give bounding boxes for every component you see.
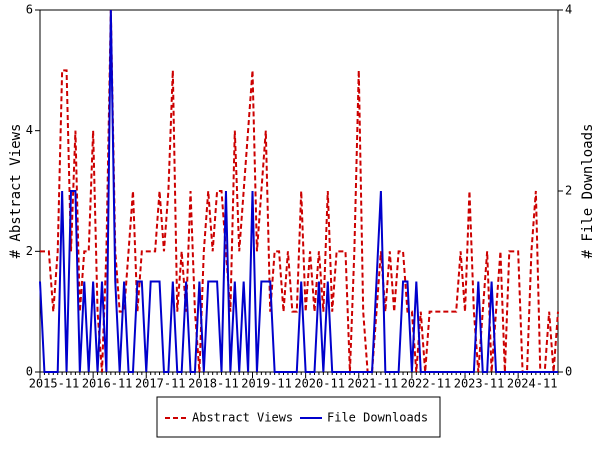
x-tick-label: 2019-11: [241, 377, 292, 391]
x-tick-label: 2018-11: [188, 377, 239, 391]
x-tick-label: 2020-11: [294, 377, 345, 391]
x-tick-label: 2015-11: [29, 377, 80, 391]
y-axis-label: # Abstract Views: [8, 124, 24, 259]
y2-tick-label: 4: [565, 3, 572, 17]
y2-axis-label: # File Downloads: [580, 124, 596, 259]
legend-box: [156, 396, 441, 438]
series-line: [39, 9, 558, 373]
x-tick-label: 2021-11: [347, 377, 398, 391]
x-tick-label: 2017-11: [135, 377, 186, 391]
y-tick-label: 2: [26, 244, 33, 258]
series-line: [40, 9, 559, 373]
x-tick-label: 2016-11: [82, 377, 133, 391]
legend-label: Abstract Views: [192, 411, 293, 425]
y-tick-label: 0: [26, 365, 33, 379]
y-tick-label: 6: [26, 3, 33, 17]
y-tick-label: 4: [26, 123, 33, 137]
x-tick-label: 2023-11: [454, 377, 505, 391]
y2-tick-label: 2: [565, 184, 572, 198]
y2-tick-label: 0: [565, 365, 572, 379]
x-tick-label: 2022-11: [401, 377, 452, 391]
x-tick-label: 2024-11: [507, 377, 558, 391]
legend-label: File Downloads: [327, 411, 428, 425]
